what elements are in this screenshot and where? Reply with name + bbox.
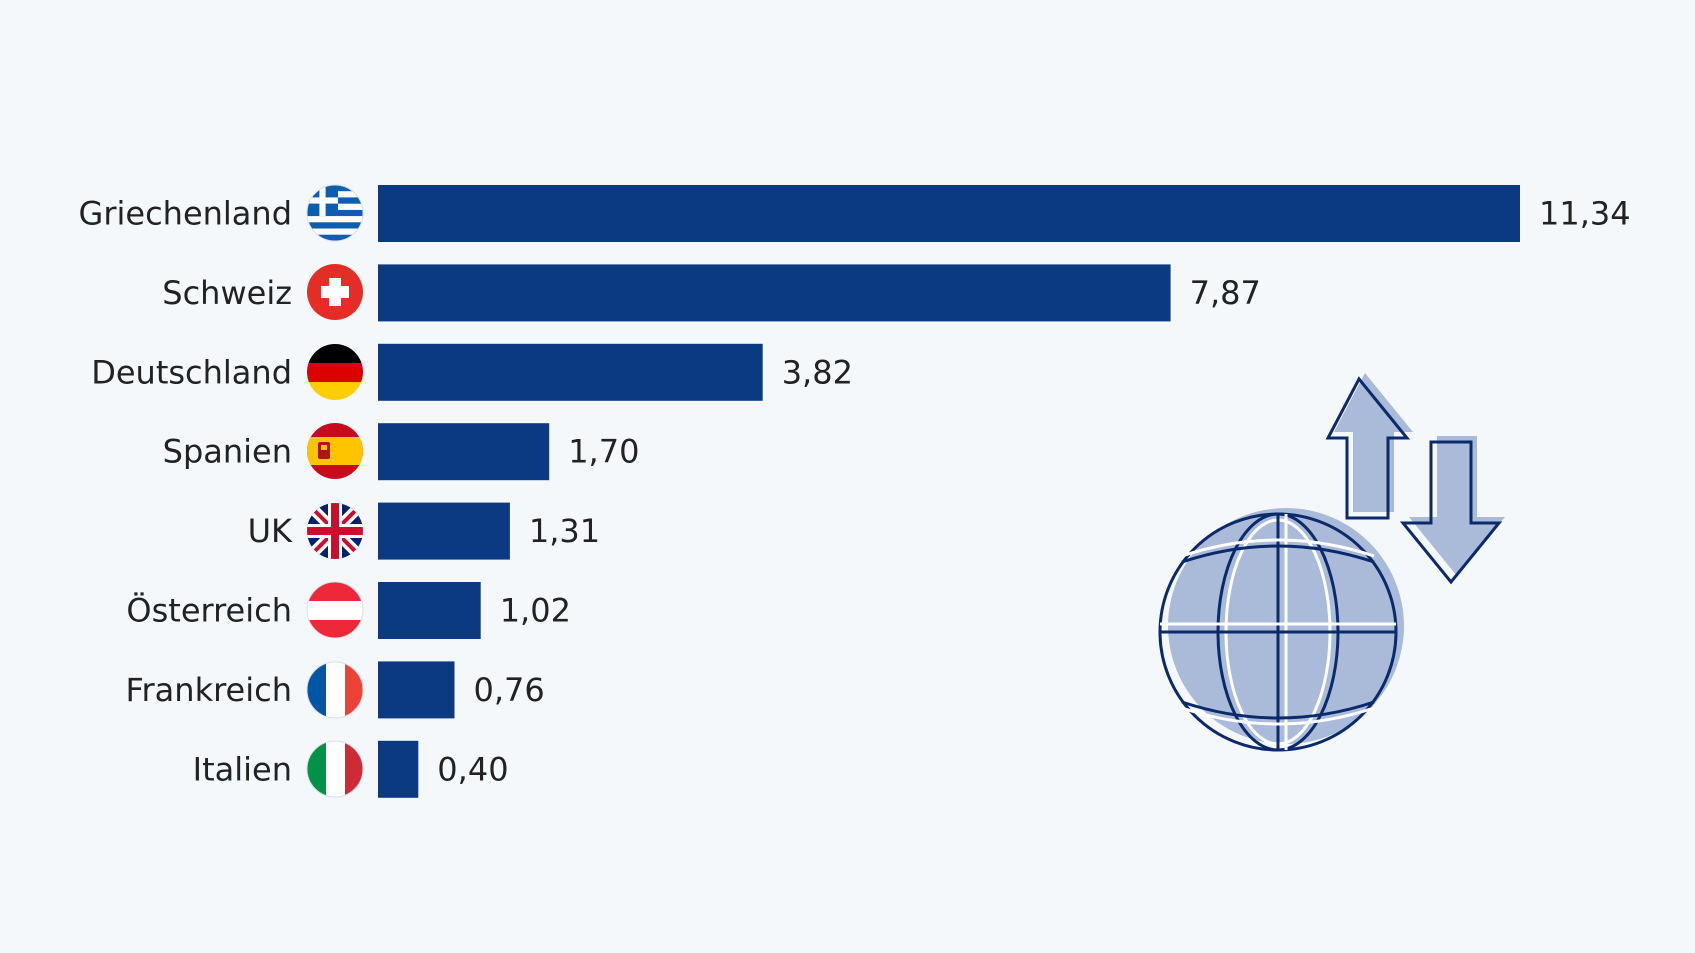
flag-italy-icon [306,740,364,798]
category-label: Schweiz [162,274,292,312]
category-label: Griechenland [79,195,292,233]
bar [378,343,763,401]
bar [378,423,550,481]
value-label: 1,70 [568,433,639,471]
bars-layer [378,185,1520,798]
value-label: 11,34 [1539,195,1631,233]
flags-layer [306,184,364,798]
bar [378,582,481,639]
value-label: 1,02 [500,592,571,630]
bar [378,661,455,719]
category-label: Frankreich [125,671,292,709]
value-label: 7,87 [1190,274,1261,312]
value-label: 0,76 [474,671,545,709]
labels-layer: Griechenland 11,34 Schweiz 7,87 Deutschland 3… [79,195,1631,789]
flag-uk-icon [307,503,363,559]
arrow-down-icon [1399,436,1505,585]
flag-spain-icon [307,423,363,479]
category-label: Deutschland [91,353,292,391]
category-label: UK [248,512,293,550]
flag-austria-icon [306,581,364,639]
category-label: Italien [193,750,292,788]
value-label: 1,31 [529,512,600,550]
globe-icon [1158,508,1404,752]
arrow-up-icon [1325,373,1413,520]
globe-with-arrows-icon [1158,373,1505,752]
value-label: 0,40 [437,750,508,788]
category-label: Österreich [126,592,292,630]
flag-greece-icon [306,184,364,242]
flag-france-icon [306,661,364,719]
flag-germany-icon [307,344,363,400]
bar [378,740,419,798]
category-label: Spanien [163,433,292,471]
bar [378,264,1171,322]
bar [378,502,510,560]
flag-switzerland-icon [307,264,363,320]
value-label: 3,82 [782,353,853,391]
bar [378,185,1520,242]
